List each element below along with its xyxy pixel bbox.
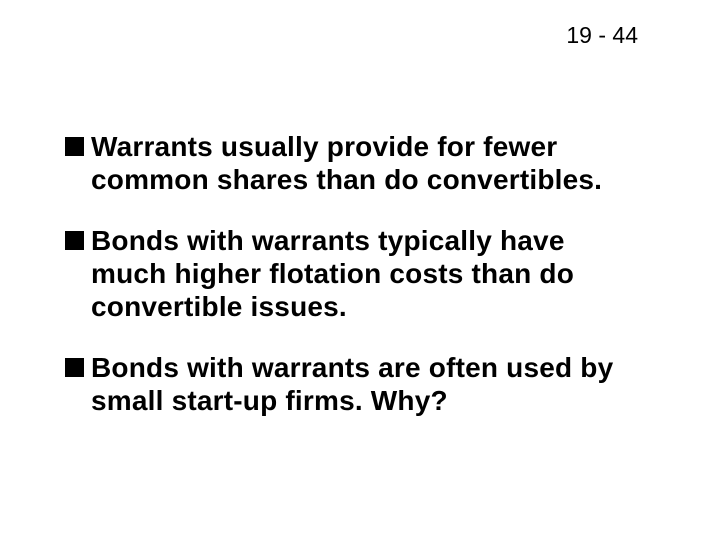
bullet-text: Bonds with warrants typically have much … [91, 224, 645, 323]
page-number: 19 - 44 [566, 22, 638, 49]
square-bullet-icon [65, 231, 84, 250]
bullet-text: Bonds with warrants are often used by sm… [91, 351, 645, 417]
square-bullet-icon [65, 137, 84, 156]
bullet-text: Warrants usually provide for fewer commo… [91, 130, 645, 196]
slide-content: Warrants usually provide for fewer commo… [65, 130, 645, 445]
bullet-item: Bonds with warrants typically have much … [65, 224, 645, 323]
bullet-item: Bonds with warrants are often used by sm… [65, 351, 645, 417]
bullet-item: Warrants usually provide for fewer commo… [65, 130, 645, 196]
square-bullet-icon [65, 358, 84, 377]
